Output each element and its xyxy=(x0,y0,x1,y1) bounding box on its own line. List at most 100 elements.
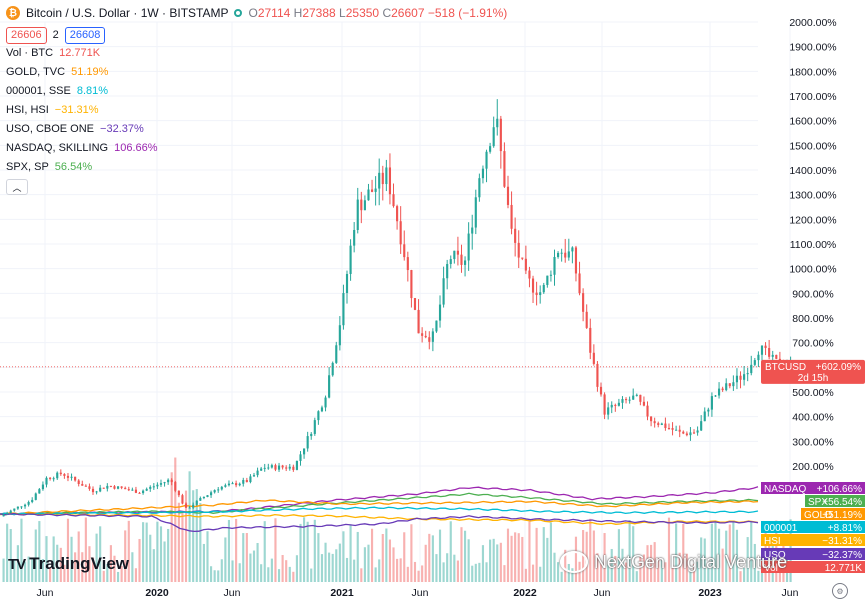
legend-row[interactable]: 000001, SSE 8.81% xyxy=(6,82,507,101)
volume-bar xyxy=(295,555,298,582)
tradingview-logo[interactable]: TV TradingView xyxy=(8,554,129,574)
candle-body xyxy=(435,320,438,332)
candle-body xyxy=(152,486,155,488)
symbol-header[interactable]: ₿ Bitcoin / U.S. Dollar · 1W · BITSTAMP … xyxy=(6,4,507,22)
candle-body xyxy=(303,448,306,455)
open-value: 27114 xyxy=(257,6,291,20)
volume-bar xyxy=(303,517,306,582)
candle-body xyxy=(231,483,234,485)
legend-row[interactable]: SPX, SP 56.54% xyxy=(6,158,507,177)
candle-body xyxy=(521,257,524,259)
candle-body xyxy=(20,506,23,508)
legend-row[interactable]: USO, CBOE ONE −32.37% xyxy=(6,120,507,139)
volume-bar xyxy=(142,522,145,582)
volume-bar xyxy=(328,552,331,582)
series-tag-value: +8.81% xyxy=(828,523,862,534)
volume-bar xyxy=(628,520,631,582)
y-tick-label: 1700.00% xyxy=(789,91,836,103)
candle-body xyxy=(567,251,570,258)
volume-bar xyxy=(267,567,270,582)
legend-row[interactable]: Vol · BTC 12.771K xyxy=(6,44,507,63)
candle-body xyxy=(735,375,739,383)
candle-body xyxy=(642,401,646,406)
candle-body xyxy=(335,345,338,363)
volume-bar xyxy=(220,559,223,582)
candle-body xyxy=(660,423,663,425)
series-tag-name: Vol xyxy=(764,563,778,574)
candle-body xyxy=(349,245,352,274)
candle-body xyxy=(131,489,134,491)
volume-bar xyxy=(49,567,52,582)
volume-bar xyxy=(406,566,409,582)
volume-bar xyxy=(478,562,481,582)
volume-bar xyxy=(413,561,417,582)
candle-body xyxy=(338,325,341,346)
series-tag-name: HSI xyxy=(764,536,781,547)
collapse-legend-button[interactable]: ︿ xyxy=(6,179,28,195)
candle-body xyxy=(517,242,520,258)
watermark: NextGen Digital Venture xyxy=(560,551,787,573)
volume-bar xyxy=(703,538,706,582)
candle-body xyxy=(378,172,381,189)
volume-bar xyxy=(750,522,753,582)
series-tag xyxy=(801,508,865,520)
series-tag-value: +106.66% xyxy=(817,484,862,495)
volume-bar xyxy=(102,570,105,582)
open-label: O xyxy=(248,6,258,20)
candle-body xyxy=(667,427,671,429)
candle-body xyxy=(242,480,245,484)
candle-body xyxy=(84,485,87,487)
volume-bar xyxy=(617,529,620,582)
price-axis[interactable]: 2000.00% 1900.00% 1800.00% 1700.00% 1600.00%… xyxy=(789,17,836,473)
candle-body xyxy=(621,399,624,403)
candle-body xyxy=(353,230,356,246)
volume-bar xyxy=(285,560,288,582)
series-tag-value: 12.771K xyxy=(825,563,863,574)
time-axis[interactable]: Jun 2020 Jun 2021 Jun 2022 Jun 2023 Jun xyxy=(37,587,799,599)
candle-body xyxy=(95,491,98,493)
volume-bar xyxy=(131,552,134,582)
volume-bar xyxy=(156,521,159,582)
legend-value: 51.19% xyxy=(71,66,109,78)
volume-bar xyxy=(667,517,671,582)
volume-bar xyxy=(567,563,570,582)
btc-candles xyxy=(2,99,792,517)
candle-body xyxy=(639,394,642,402)
volume-bar xyxy=(374,567,377,582)
volume-bar xyxy=(95,533,98,582)
legend-row[interactable]: HSI, HSI −31.31% xyxy=(6,101,507,120)
candle-body xyxy=(582,293,585,312)
volume-bar xyxy=(632,526,635,582)
volume-bar xyxy=(707,565,710,582)
candle-body xyxy=(560,252,563,254)
candle-body xyxy=(181,495,184,504)
candle-body xyxy=(610,404,613,408)
volume-bar xyxy=(292,571,295,582)
y-tick-label: 1400.00% xyxy=(789,165,836,177)
legend-row[interactable]: NASDAQ, SKILLING 106.66% xyxy=(6,139,507,158)
candle-body xyxy=(403,244,406,258)
close-label: C xyxy=(382,6,392,20)
candle-body xyxy=(596,363,599,387)
candle-body xyxy=(370,189,374,192)
buy-button[interactable]: 26608 xyxy=(64,26,106,44)
volume-bar xyxy=(689,571,692,582)
sell-button[interactable]: 26606 xyxy=(6,26,47,44)
candle-body xyxy=(159,483,163,485)
chart-settings-button[interactable]: ⚙ xyxy=(832,583,848,599)
candle-body xyxy=(535,292,538,296)
volume-bar xyxy=(188,471,191,582)
candle-body xyxy=(485,151,488,169)
candle-body xyxy=(23,504,27,507)
candle-body xyxy=(34,493,37,500)
volume-bar xyxy=(199,503,202,582)
volume-bar xyxy=(206,531,209,582)
btc-tag-label: BTCUSD xyxy=(765,362,806,373)
comparison-lines xyxy=(0,486,759,533)
volume-bar xyxy=(675,523,678,582)
candle-body xyxy=(438,304,442,321)
candle-body xyxy=(116,486,120,489)
legend-row[interactable]: GOLD, TVC 51.19% xyxy=(6,63,507,82)
candle-body xyxy=(453,250,456,260)
